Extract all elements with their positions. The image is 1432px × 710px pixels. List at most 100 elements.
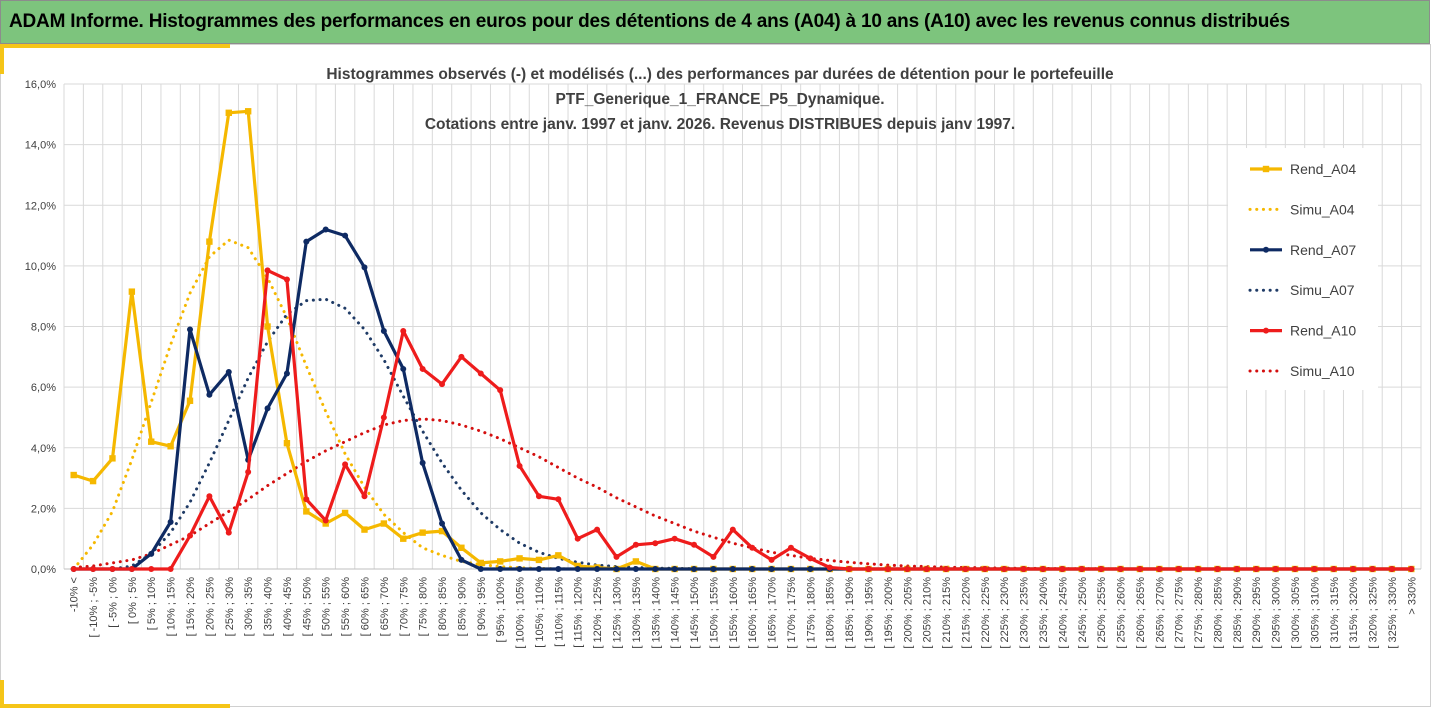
data-point	[400, 365, 407, 372]
data-point	[516, 462, 523, 469]
data-point	[361, 264, 368, 271]
x-tick-label: [ 290% ; 295%	[1251, 577, 1263, 649]
x-tick-label: [ 150% ; 155%	[708, 577, 720, 649]
data-point	[555, 566, 562, 572]
y-tick-label: 4,0%	[31, 443, 56, 455]
x-tick-label: [ 275% ; 280%	[1193, 577, 1205, 649]
x-tick-label: [ 175% ; 180%	[805, 577, 817, 649]
data-point	[535, 493, 542, 500]
accent-bar-bottom	[0, 704, 230, 708]
x-tick-label: [ 95% ; 100%	[495, 577, 507, 643]
data-point	[303, 508, 310, 515]
data-point	[1369, 566, 1376, 572]
data-point	[613, 553, 620, 560]
y-tick-label: 2,0%	[31, 503, 56, 515]
data-point	[807, 566, 814, 572]
data-point	[652, 566, 659, 572]
data-point	[1253, 566, 1260, 572]
accent-bar-top	[0, 44, 230, 48]
data-point	[1272, 566, 1279, 572]
legend-box	[1228, 148, 1378, 390]
data-point	[497, 566, 504, 572]
x-tick-label: [ 40% ; 45%	[282, 577, 294, 637]
x-tick-label: [ 260% ; 265%	[1135, 577, 1147, 649]
data-point	[574, 535, 581, 542]
x-tick-label: [ 90% ; 95%	[476, 577, 488, 637]
x-tick-label: [ 0% ; 5%	[127, 577, 139, 624]
data-point	[283, 370, 290, 377]
legend-marker	[1262, 165, 1270, 173]
legend-marker	[1263, 327, 1269, 334]
x-tick-label: [ 125% ; 130%	[611, 577, 623, 649]
x-tick-label: > 330%	[1406, 577, 1418, 615]
data-point	[341, 509, 349, 517]
x-tick-label: [ 145% ; 150%	[689, 577, 701, 649]
data-point	[555, 552, 562, 559]
data-point	[206, 238, 213, 245]
data-point	[361, 493, 368, 500]
data-point	[535, 556, 543, 564]
data-point	[574, 566, 581, 572]
data-point	[749, 566, 756, 572]
data-point	[128, 566, 135, 572]
x-tick-label: [ 280% ; 285%	[1212, 577, 1224, 649]
x-tick-label: [ 155% ; 160%	[728, 577, 740, 649]
x-tick-label: -10% <	[69, 577, 81, 612]
data-point	[303, 238, 310, 245]
data-point	[187, 532, 194, 539]
data-point	[225, 109, 232, 116]
data-point	[342, 461, 349, 468]
data-point	[1350, 566, 1357, 572]
data-point	[787, 566, 794, 572]
data-point	[225, 368, 232, 375]
x-tick-label: [ 305% ; 310%	[1309, 577, 1321, 649]
legend-item-simu_a10: Simu_A10	[1248, 363, 1355, 379]
data-point	[322, 517, 329, 524]
data-point	[768, 556, 775, 563]
data-point	[1175, 566, 1182, 572]
data-point	[264, 405, 271, 412]
data-point	[167, 519, 174, 526]
x-tick-label: [ 30% ; 35%	[243, 577, 255, 637]
legend-label: Rend_A10	[1290, 323, 1356, 339]
data-point	[439, 381, 446, 388]
data-point	[419, 529, 426, 536]
data-point	[186, 397, 194, 404]
data-point	[1001, 566, 1008, 572]
data-point	[1117, 566, 1124, 572]
legend-marker	[1263, 246, 1269, 253]
x-tick-label: [ 170% ; 175%	[786, 577, 798, 649]
data-point	[710, 566, 717, 572]
data-point	[1136, 566, 1143, 572]
y-tick-label: 0,0%	[31, 564, 56, 576]
x-tick-label: [ -5% ; 0%	[107, 577, 119, 628]
data-point	[419, 459, 426, 466]
x-tick-label: [ 230% ; 235%	[1019, 577, 1031, 649]
series-line	[73, 268, 1412, 571]
data-point	[70, 566, 77, 572]
data-point	[303, 496, 310, 503]
x-tick-label: [ 120% ; 125%	[592, 577, 604, 649]
data-point	[846, 566, 853, 572]
data-point	[768, 566, 775, 572]
data-point	[148, 550, 155, 557]
data-point	[283, 440, 291, 447]
x-axis: -10% < [ -10% ; -5% [ -5% ; 0% [ 0% ; 5% [ 5…	[69, 577, 1419, 649]
data-point	[128, 288, 136, 295]
data-point	[516, 555, 523, 562]
x-tick-label: [ 35% ; 40%	[263, 577, 275, 637]
x-tick-label: [ 250% ; 255%	[1096, 577, 1108, 649]
y-axis: 0,0% 2,0% 4,0% 6,0% 8,0% 10,0% 12,0% 14,0% 16,0%	[25, 79, 56, 576]
data-point	[807, 555, 814, 562]
data-point	[749, 544, 756, 551]
data-point	[109, 455, 116, 462]
data-point	[458, 556, 465, 563]
data-point	[1408, 566, 1415, 572]
data-point	[671, 535, 678, 542]
data-point	[594, 526, 601, 533]
x-tick-label: [ 10% ; 15%	[166, 577, 178, 637]
data-point	[943, 566, 950, 572]
data-point	[865, 566, 872, 572]
x-tick-label: [ 80% ; 85%	[437, 577, 449, 637]
x-tick-label: [ 25% ; 30%	[224, 577, 236, 637]
